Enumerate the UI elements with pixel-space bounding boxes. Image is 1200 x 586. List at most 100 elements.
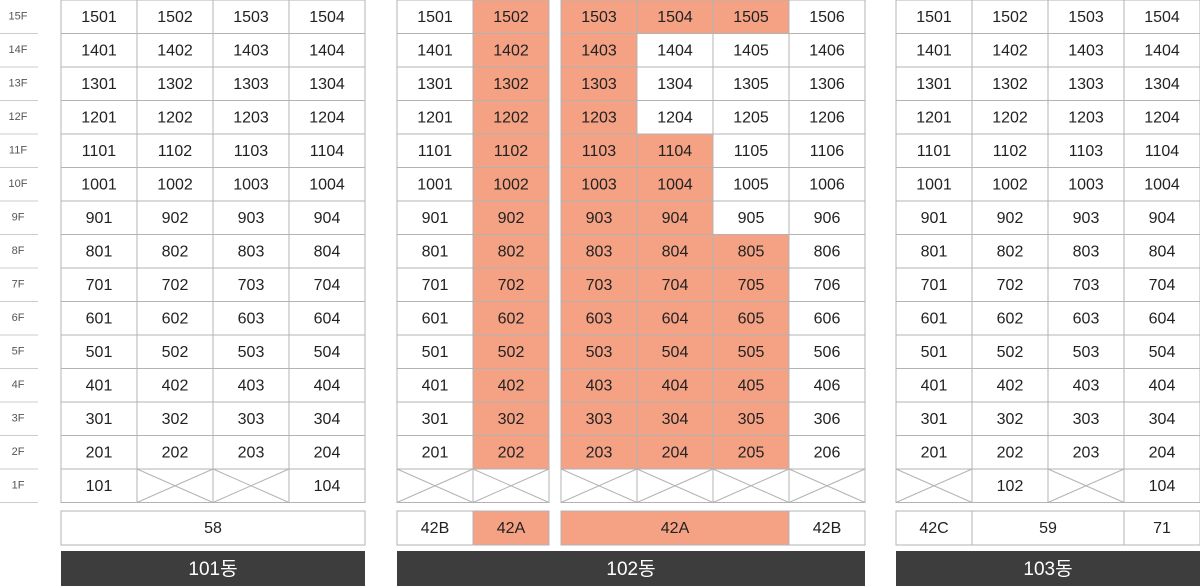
unit-cell (712, 167, 790, 202)
unit-number: 505 (738, 344, 765, 361)
unit-number: 902 (162, 210, 189, 227)
floor-label: 12F (9, 111, 28, 123)
unit-number: 901 (86, 210, 113, 227)
unit-cell (396, 267, 474, 302)
unit-number: 802 (162, 243, 189, 260)
unit-cell (396, 301, 474, 336)
unit-number: 203 (1073, 444, 1100, 461)
unit-number: 1504 (309, 9, 345, 26)
unit-cell (472, 167, 550, 202)
unit-cell (396, 234, 474, 269)
building-name: 103동 (1023, 559, 1072, 580)
unit-number: 1403 (1068, 42, 1104, 59)
unit-number: 1104 (658, 143, 693, 160)
unit-cell (1047, 234, 1125, 269)
unit-cell (1047, 133, 1125, 168)
unit-cell (1123, 301, 1200, 336)
unit-number: 1501 (916, 9, 952, 26)
building-name: 102동 (606, 559, 655, 580)
unit-number: 1502 (157, 9, 193, 26)
unit-number: 206 (814, 444, 841, 461)
unit-cell (288, 33, 366, 68)
unit-cell (971, 66, 1049, 101)
unit-number: 704 (314, 277, 341, 294)
unit-number: 903 (586, 210, 613, 227)
unit-cell (971, 267, 1049, 302)
unit-cell (288, 368, 366, 403)
unit-number: 403 (586, 377, 613, 394)
type-cell (971, 510, 1125, 546)
unit-cell (895, 66, 973, 101)
unit-number: 301 (86, 411, 113, 428)
unit-cell (288, 0, 366, 34)
unit-cell (1047, 368, 1125, 403)
unit-number: 1002 (493, 176, 529, 193)
unit-cell (895, 368, 973, 403)
unit-number: 401 (86, 377, 113, 394)
empty-cross (788, 468, 866, 503)
unit-number: 401 (422, 377, 449, 394)
unit-cell (971, 301, 1049, 336)
unit-cell (136, 401, 214, 436)
unit-number: 1503 (1068, 9, 1104, 26)
unit-cell (788, 435, 866, 470)
unit-number: 1101 (917, 143, 952, 160)
unit-cell (212, 368, 290, 403)
unit-number: 1302 (493, 76, 529, 93)
floor-label: 3F (12, 413, 25, 425)
unit-cell (1123, 66, 1200, 101)
unit-cell (288, 334, 366, 369)
unit-cell (60, 334, 138, 369)
unit-cell (472, 0, 550, 34)
unit-number: 701 (422, 277, 449, 294)
unit-number: 804 (662, 243, 689, 260)
unit-number: 305 (738, 411, 765, 428)
unit-number: 604 (662, 310, 689, 327)
unit-number: 1301 (417, 76, 453, 93)
unit-number: 1003 (233, 176, 269, 193)
unit-number: 1203 (1068, 109, 1104, 126)
unit-cell (636, 100, 714, 135)
type-cell (472, 510, 550, 546)
unit-number: 302 (997, 411, 1024, 428)
unit-number: 1501 (81, 9, 117, 26)
unit-number: 1002 (992, 176, 1028, 193)
unit-cell (788, 368, 866, 403)
unit-cell (560, 401, 638, 436)
unit-cell (1123, 0, 1200, 34)
unit-number: 803 (1073, 243, 1100, 260)
unit-number: 1401 (81, 42, 117, 59)
unit-number: 1103 (1069, 143, 1104, 160)
unit-number: 602 (997, 310, 1024, 327)
floor-label: 4F (12, 379, 25, 391)
unit-cell (60, 301, 138, 336)
unit-number: 1301 (81, 76, 117, 93)
unit-number: 702 (162, 277, 189, 294)
unit-cell (212, 66, 290, 101)
unit-cell (560, 368, 638, 403)
unit-number: 202 (498, 444, 525, 461)
unit-number: 1401 (417, 42, 453, 59)
unit-cell (212, 100, 290, 135)
unit-cell (895, 133, 973, 168)
unit-number: 1203 (233, 109, 269, 126)
unit-cell (712, 267, 790, 302)
unit-number: 1403 (581, 42, 617, 59)
empty-cross (136, 468, 214, 503)
unit-number: 704 (662, 277, 689, 294)
unit-number: 1106 (810, 143, 845, 160)
unit-number: 501 (86, 344, 113, 361)
unit-number: 601 (921, 310, 948, 327)
unit-cell (1123, 267, 1200, 302)
unit-number: 502 (498, 344, 525, 361)
unit-cell (212, 133, 290, 168)
unit-cell (895, 301, 973, 336)
unit-number: 1104 (1145, 143, 1180, 160)
unit-number: 804 (1149, 243, 1176, 260)
unit-number: 703 (586, 277, 613, 294)
unit-type: 59 (1039, 520, 1057, 537)
unit-number: 204 (314, 444, 341, 461)
unit-number: 302 (498, 411, 525, 428)
unit-cell (288, 234, 366, 269)
unit-cell (971, 368, 1049, 403)
